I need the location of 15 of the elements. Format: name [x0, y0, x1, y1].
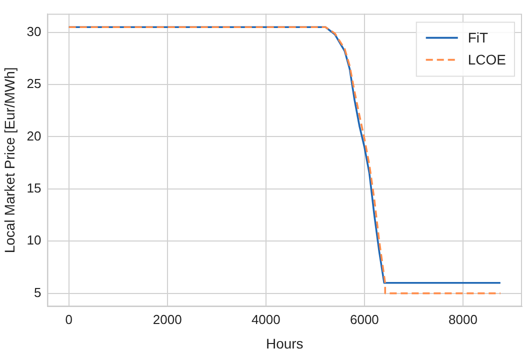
- y-tick-label: 20: [26, 128, 42, 144]
- y-tick-label: 5: [34, 284, 42, 300]
- x-tick-label: 2000: [152, 312, 182, 327]
- x-tick-label: 8000: [448, 312, 478, 327]
- y-axis-title: Local Market Price [Eur/MWh]: [1, 67, 18, 254]
- x-axis-title: Hours: [266, 335, 304, 352]
- x-tick-label: 6000: [350, 312, 379, 327]
- y-tick-label: 10: [26, 232, 42, 248]
- legend-label: FiT: [468, 30, 489, 46]
- y-tick-label: 30: [26, 24, 42, 39]
- y-tick-label: 25: [26, 76, 42, 92]
- x-tick-label: 0: [65, 312, 72, 327]
- y-tick-label: 15: [26, 180, 42, 196]
- x-tick-label: 4000: [251, 312, 280, 327]
- legend-label: LCOE: [468, 52, 506, 68]
